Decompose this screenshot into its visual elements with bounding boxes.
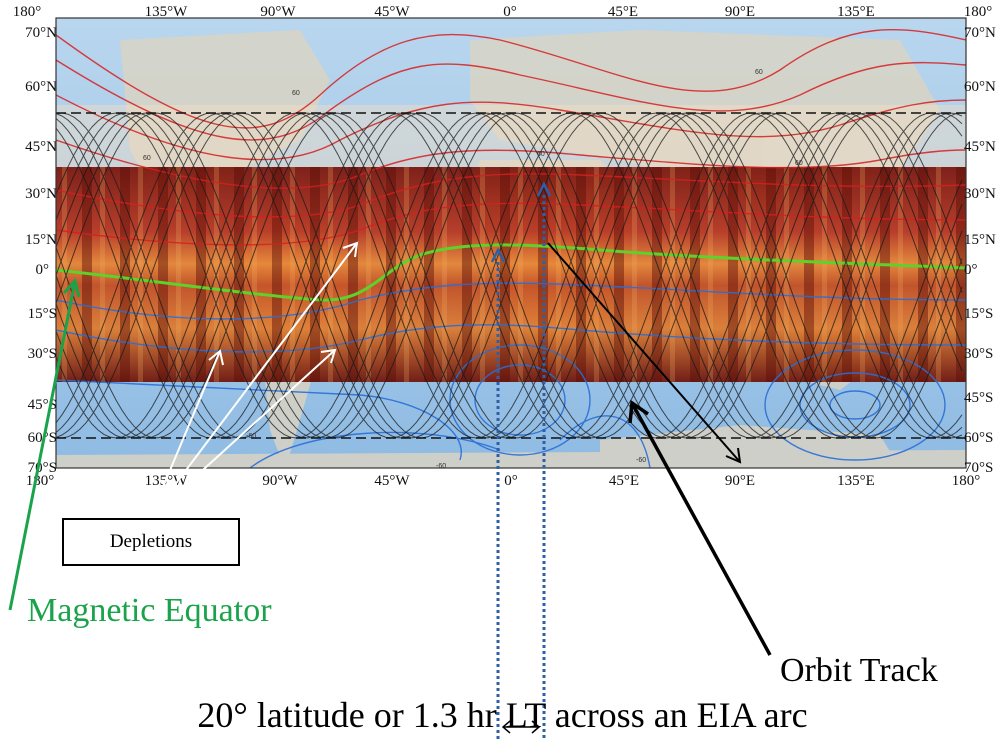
arrowhead <box>320 348 337 364</box>
lon-tick: 45°W <box>374 4 410 20</box>
lon-tick: 135°W <box>145 4 188 20</box>
lat-tick: 30°N <box>964 186 996 202</box>
lon-tick: 135°E <box>837 4 875 20</box>
lat-tick: 15°S <box>964 306 993 322</box>
lon-tick: 45°W <box>374 473 410 489</box>
orbit-track-line <box>56 112 963 439</box>
lon-tick: 90°E <box>725 473 755 489</box>
lon-tick: 0° <box>504 473 518 489</box>
lat-tick: 70°N <box>964 25 996 41</box>
orbit-track-label: Orbit Track <box>780 652 938 689</box>
lon-tick: 45°E <box>608 4 638 20</box>
positive-contours <box>56 28 966 246</box>
contour-label: 60 <box>537 151 545 158</box>
lon-tick: 0° <box>503 4 517 20</box>
orbit-track-arrow <box>630 402 772 656</box>
lat-tick: 15°N <box>25 232 57 248</box>
lat-tick: 60°S <box>28 430 57 446</box>
lon-tick: 135°E <box>837 473 875 489</box>
lon-tick: 180° <box>26 473 55 489</box>
lat-tick: 0° <box>36 262 50 278</box>
lat-tick: 30°N <box>25 186 57 202</box>
orbit-track-line <box>56 112 963 439</box>
lon-tick: 90°E <box>725 4 755 20</box>
lon-tick: 90°W <box>262 473 298 489</box>
lat-tick: 45°S <box>964 390 993 406</box>
lat-tick: 60°S <box>964 430 993 446</box>
contour-label: 60 <box>292 90 300 97</box>
orbit-track-line <box>56 112 963 439</box>
lat-tick: 70°N <box>25 25 57 41</box>
map-border <box>55 17 967 469</box>
lat-tick: 60°N <box>25 79 57 95</box>
figure-caption: 20° latitude or 1.3 hr LT across an EIA … <box>197 695 808 735</box>
orbit-track-line <box>56 112 963 439</box>
lon-tick: 180° <box>13 4 42 20</box>
lat-tick: 70°S <box>28 460 57 476</box>
orbit-track-line <box>56 112 963 439</box>
orbit-track-line <box>56 112 963 439</box>
orbit-track-line <box>56 112 963 439</box>
lat-tick: 30°S <box>964 346 993 362</box>
contour-label: 60 <box>143 155 151 162</box>
lat-tick: 15°N <box>964 232 996 248</box>
width-arrow <box>501 720 541 734</box>
lon-tick: 180° <box>964 4 993 20</box>
depletions-label-box: Depletions <box>62 518 240 566</box>
magnetic-equator-line <box>56 243 966 302</box>
lat-axis-right: 70°N 60°N 45°N 30°N 15°N 0° 15°S 30°S 45… <box>964 25 996 476</box>
marker-chevron <box>490 247 506 263</box>
contour-label: 60 <box>755 69 763 76</box>
lat-tick: 60°N <box>964 79 996 95</box>
contour-label: -60 <box>636 457 646 464</box>
lat-tick: 0° <box>964 262 978 278</box>
orbit-track-arrow <box>547 242 741 463</box>
depletions-label: Depletions <box>109 531 193 552</box>
negative-contours <box>56 282 966 468</box>
depletion-arrow <box>149 350 221 519</box>
lat-tick: 45°N <box>25 139 57 155</box>
orbit-track-line <box>56 112 963 439</box>
arrowhead <box>208 349 224 366</box>
contour-label: -60 <box>436 463 446 470</box>
lon-tick: 180° <box>952 473 981 489</box>
contour-label: -60 <box>246 433 256 440</box>
orbit-track-line <box>56 112 963 439</box>
contour-label: 60 <box>795 160 803 167</box>
lon-tick: 45°E <box>609 473 639 489</box>
orbit-track-line <box>56 112 963 439</box>
lat-axis-left: 70°N 60°N 45°N 30°N 15°N 0° 15°S 30°S 45… <box>25 25 57 476</box>
contour-labels: 60 60 60 60 60 -60 -60 -60 <box>143 69 803 470</box>
lon-tick: 90°W <box>260 4 296 20</box>
arrowhead <box>342 241 359 258</box>
lon-axis-top: 180° 135°W 90°W 45°W 0° 45°E 90°E 135°E … <box>13 4 993 20</box>
map-panel <box>56 18 966 468</box>
marker-chevron <box>536 181 552 197</box>
orbit-track-line <box>56 112 963 439</box>
orbit-track-line <box>56 112 963 439</box>
depletion-arrows <box>149 241 359 519</box>
lon-axis-bottom: 180° 135°W 90°W 45°W 0° 45°E 90°E 135°E … <box>26 473 981 489</box>
lat-tick: 45°N <box>964 139 996 155</box>
magnetic-equator-arrow <box>8 277 81 611</box>
depletion-arrow <box>149 242 358 519</box>
lat-tick: 15°S <box>28 306 57 322</box>
orbit-track-line <box>56 112 963 439</box>
orbit-track-arrows <box>547 242 772 656</box>
magnetic-equator-label: Magnetic Equator <box>27 592 272 629</box>
eia-arc-markers <box>490 181 552 741</box>
lat-tick: 30°S <box>28 346 57 362</box>
orbit-track-line <box>56 112 963 439</box>
depletion-arrow <box>149 349 336 519</box>
lat-tick: 70°S <box>964 460 993 476</box>
